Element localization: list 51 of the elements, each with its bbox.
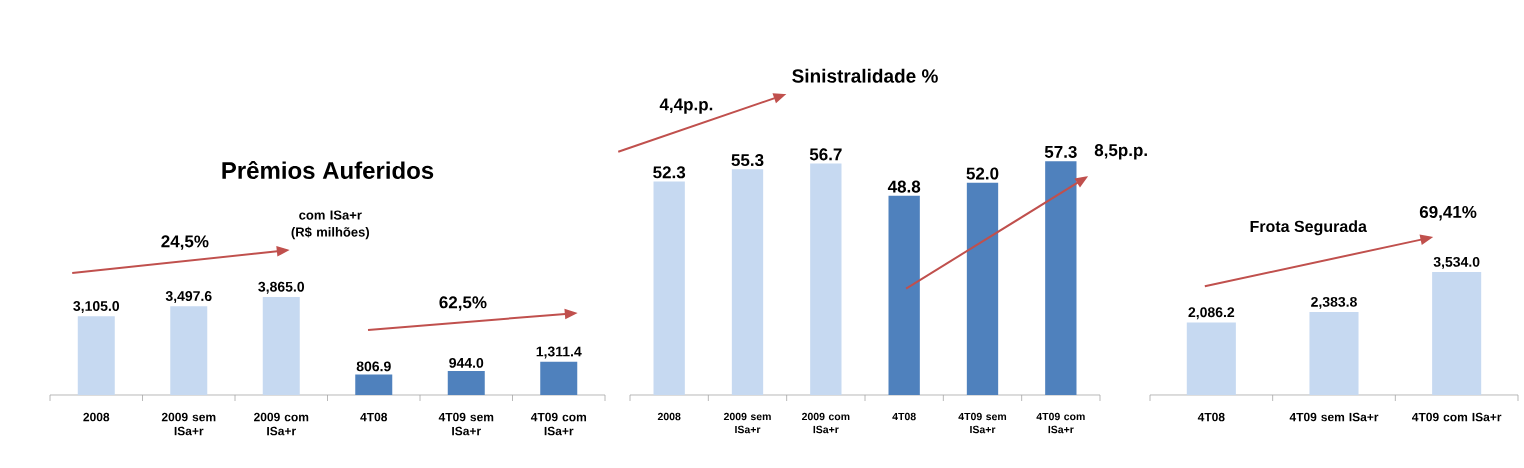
data-label: 2,383.8 [1311,296,1357,309]
data-label: 3,865.0 [258,281,305,294]
bar [77,316,115,395]
x-tick-label: 4T08 [1197,412,1225,422]
text: 24,5% [161,235,209,250]
x-tick-label: 4T09 com ISa+r [1411,412,1502,422]
bar [810,163,842,395]
text: 4,4p.p. [659,98,713,114]
chart-title: Prêmios Auferidos [222,160,434,180]
data-label: 52.0 [966,167,999,180]
x-tick-label: 2009 sem ISa+r [161,412,216,436]
x-tick-label: 4T09 sem ISa+r [958,412,1007,434]
bar [731,169,764,395]
bar [966,182,999,395]
data-label: 944.0 [449,357,484,368]
chart-title: Sinistralidade % [792,68,938,83]
chart-title: Frota Segurada [1250,220,1367,236]
bar [540,361,578,395]
text: 8,5p.p. [1094,144,1147,160]
data-label: 55.3 [731,154,764,167]
x-tick-label: 2009 com ISa+r [801,412,850,434]
text: 69,41% [1419,205,1477,221]
bar [355,374,393,395]
x-tick-label: 4T09 com ISa+r [530,412,587,436]
bar [653,181,685,395]
data-label: 3,497.6 [165,291,212,304]
data-label: 806.9 [356,361,391,372]
bar [1045,161,1077,395]
bar [262,296,300,395]
bar [447,371,485,395]
x-tick-label: 4T09 sem ISa+r [1289,412,1379,422]
bar [888,195,920,395]
data-label: 57.3 [1044,145,1077,158]
data-label: 48.8 [887,180,921,193]
data-label: 3,534.0 [1433,256,1480,269]
x-tick-label: 4T08 [360,412,388,422]
data-label: 3,105.0 [73,301,120,313]
x-tick-label: 2009 com ISa+r [254,412,309,436]
bar [170,306,208,395]
data-label: 56.7 [809,148,842,161]
x-tick-label: 4T08 [892,412,916,421]
x-tick-label: 2009 sem ISa+r [723,412,771,434]
x-tick-label: 4T09 sem ISa+r [438,412,494,436]
data-label: 1,311.4 [536,346,582,359]
data-label: 52.3 [653,166,686,179]
x-tick-label: 2008 [83,412,110,422]
x-tick-label: 4T09 com ISa+r [1036,412,1085,434]
chart-subtitle: com ISa+r (R$ milhões) [291,210,370,240]
annotation: 62,5% [439,296,487,311]
x-tick-label: 2008 [657,412,681,421]
data-label: 2,086.2 [1188,307,1235,320]
